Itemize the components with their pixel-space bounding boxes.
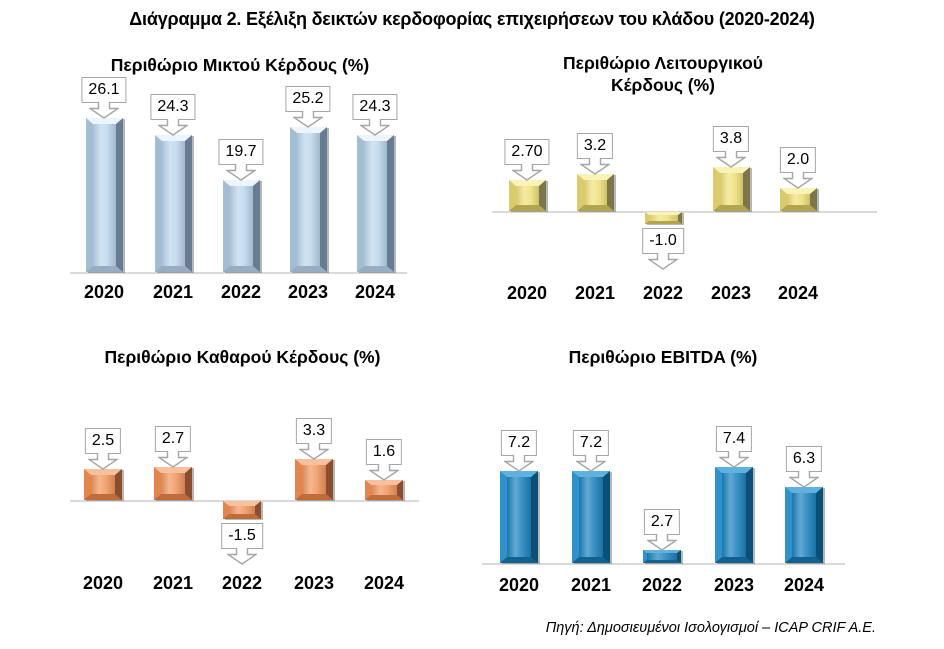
x-axis-line	[70, 272, 407, 274]
callout-down-arrow-icon	[574, 455, 608, 472]
bar-2023	[295, 459, 333, 500]
x-axis-line	[482, 563, 845, 565]
x-axis-label: 2023	[293, 573, 335, 593]
x-axis-label: 2020	[83, 282, 125, 302]
data-label-callout: 2.5	[84, 428, 122, 454]
bar-2021	[576, 174, 614, 211]
bar-2023	[289, 127, 327, 272]
x-axis-label: 2020	[506, 283, 548, 303]
data-label-callout: 26.1	[81, 77, 127, 103]
x-axis-label: 2021	[570, 575, 612, 595]
data-label-callout: 2.7	[643, 509, 681, 535]
data-label-callout: -1.0	[642, 228, 684, 254]
data-label-callout: 2.0	[779, 147, 817, 173]
callout-down-arrow-icon	[297, 443, 331, 460]
bar-2021	[154, 135, 192, 272]
data-label-callout: 7.2	[500, 430, 538, 456]
bar-2024	[356, 135, 394, 272]
data-label-callout: 24.3	[352, 94, 398, 120]
data-label-callout: 19.7	[218, 139, 264, 165]
x-axis-line	[492, 211, 877, 213]
x-axis-label: 2023	[287, 282, 329, 302]
chart-gross-profit-margin: Περιθώριο Μικτού Κέρδους (%) 26.1 2020 24.…	[60, 50, 420, 318]
data-label-callout: 7.2	[572, 430, 610, 456]
callout-down-arrow-icon	[717, 451, 751, 468]
bar-2021	[154, 467, 192, 500]
x-axis-label: 2021	[152, 282, 194, 302]
x-axis-label: 2024	[363, 573, 405, 593]
chart-title: Περιθώριο Λειτουργικού Κέρδους (%)	[563, 53, 763, 95]
callout-down-arrow-icon	[787, 471, 821, 488]
data-label-callout: 25.2	[285, 86, 331, 112]
x-axis-label: 2022	[220, 282, 262, 302]
x-axis-label: 2020	[498, 575, 540, 595]
callout-down-arrow-icon	[578, 158, 612, 175]
bar-2022	[644, 212, 682, 224]
callout-down-arrow-icon	[358, 119, 392, 136]
data-label-callout: 7.4	[715, 426, 753, 452]
x-axis-label: 2024	[777, 283, 819, 303]
data-label-callout: 24.3	[150, 94, 196, 120]
x-axis-label: 2021	[574, 283, 616, 303]
bar-2020	[85, 118, 123, 272]
chart-operating-profit-margin: Περιθώριο Λειτουργικού Κέρδους (%) 2.70 2…	[478, 50, 880, 318]
chart-title: Περιθώριο Καθαρού Κέρδους (%)	[104, 347, 381, 367]
chart-title: Περιθώριο Μικτού Κέρδους (%)	[110, 55, 370, 75]
bar-2024	[779, 188, 817, 211]
callout-down-arrow-icon	[502, 455, 536, 472]
callout-down-arrow-icon	[86, 453, 120, 470]
bar-2022	[643, 550, 681, 563]
data-label-callout: 6.3	[785, 446, 823, 472]
data-label-callout: 2.70	[504, 139, 550, 165]
data-label-callout: -1.5	[221, 523, 263, 549]
x-axis-label: 2023	[713, 575, 755, 595]
bar-2023	[712, 167, 750, 211]
bar-2023	[715, 467, 753, 563]
bar-2020	[500, 471, 538, 563]
figure-title: Διάγραμμα 2. Εξέλιξη δεικτών κερδοφορίας…	[129, 9, 815, 29]
data-label-callout: 3.3	[295, 418, 333, 444]
bar-2020	[508, 180, 546, 211]
bar-2024	[365, 480, 403, 500]
callout-down-arrow-icon	[156, 119, 190, 136]
callout-down-arrow-icon	[645, 534, 679, 551]
callout-down-arrow-icon	[291, 111, 325, 128]
callout-down-arrow-icon	[781, 172, 815, 189]
callout-down-arrow-icon	[156, 451, 190, 468]
x-axis-label: 2022	[642, 283, 684, 303]
callout-down-arrow-icon	[224, 164, 258, 181]
bar-2024	[785, 487, 823, 563]
chart-net-profit-margin: Περιθώριο Καθαρού Κέρδους (%) 2.5 2020 2.7…	[60, 338, 425, 610]
chart-ebitda-margin: Περιθώριο EBITDA (%) 7.2 2020 7.2 2021 2.7 20…	[478, 338, 880, 610]
bar-2021	[572, 471, 610, 563]
data-label-callout: 1.6	[365, 439, 403, 465]
bar-2020	[84, 469, 122, 500]
chart-title: Περιθώριο EBITDA (%)	[568, 347, 758, 367]
x-axis-label: 2023	[710, 283, 752, 303]
bar-2022	[222, 180, 260, 272]
callout-down-arrow-icon	[87, 102, 121, 119]
callout-down-arrow-icon	[367, 464, 401, 481]
callout-down-arrow-icon	[646, 253, 680, 270]
x-axis-label: 2020	[82, 573, 124, 593]
x-axis-label: 2022	[221, 573, 263, 593]
x-axis-label: 2022	[641, 575, 683, 595]
data-label-callout: 3.2	[576, 133, 614, 159]
callout-down-arrow-icon	[510, 164, 544, 181]
data-label-callout: 3.8	[712, 126, 750, 152]
x-axis-label: 2024	[354, 282, 396, 302]
source-note: Πηγή: Δημοσιευμένοι Ισολογισμοί – ICAP C…	[545, 620, 876, 636]
bar-2022	[223, 501, 261, 519]
data-label-callout: 2.7	[154, 426, 192, 452]
x-axis-label: 2021	[152, 573, 194, 593]
x-axis-label: 2024	[783, 575, 825, 595]
callout-down-arrow-icon	[225, 548, 259, 565]
callout-down-arrow-icon	[714, 151, 748, 168]
